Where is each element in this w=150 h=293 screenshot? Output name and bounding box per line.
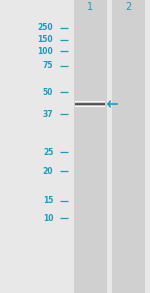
Text: 15: 15: [43, 196, 53, 205]
Text: 20: 20: [43, 167, 53, 176]
Text: 2: 2: [125, 2, 131, 12]
Text: 100: 100: [38, 47, 53, 56]
Text: 10: 10: [43, 214, 53, 223]
Text: 75: 75: [43, 62, 53, 70]
Text: 150: 150: [38, 35, 53, 44]
Text: 250: 250: [38, 23, 53, 32]
Text: 25: 25: [43, 148, 53, 157]
Text: 1: 1: [87, 2, 93, 12]
Bar: [112, 0, 145, 293]
Text: 50: 50: [43, 88, 53, 97]
Text: 37: 37: [43, 110, 53, 119]
Bar: [74, 0, 106, 293]
